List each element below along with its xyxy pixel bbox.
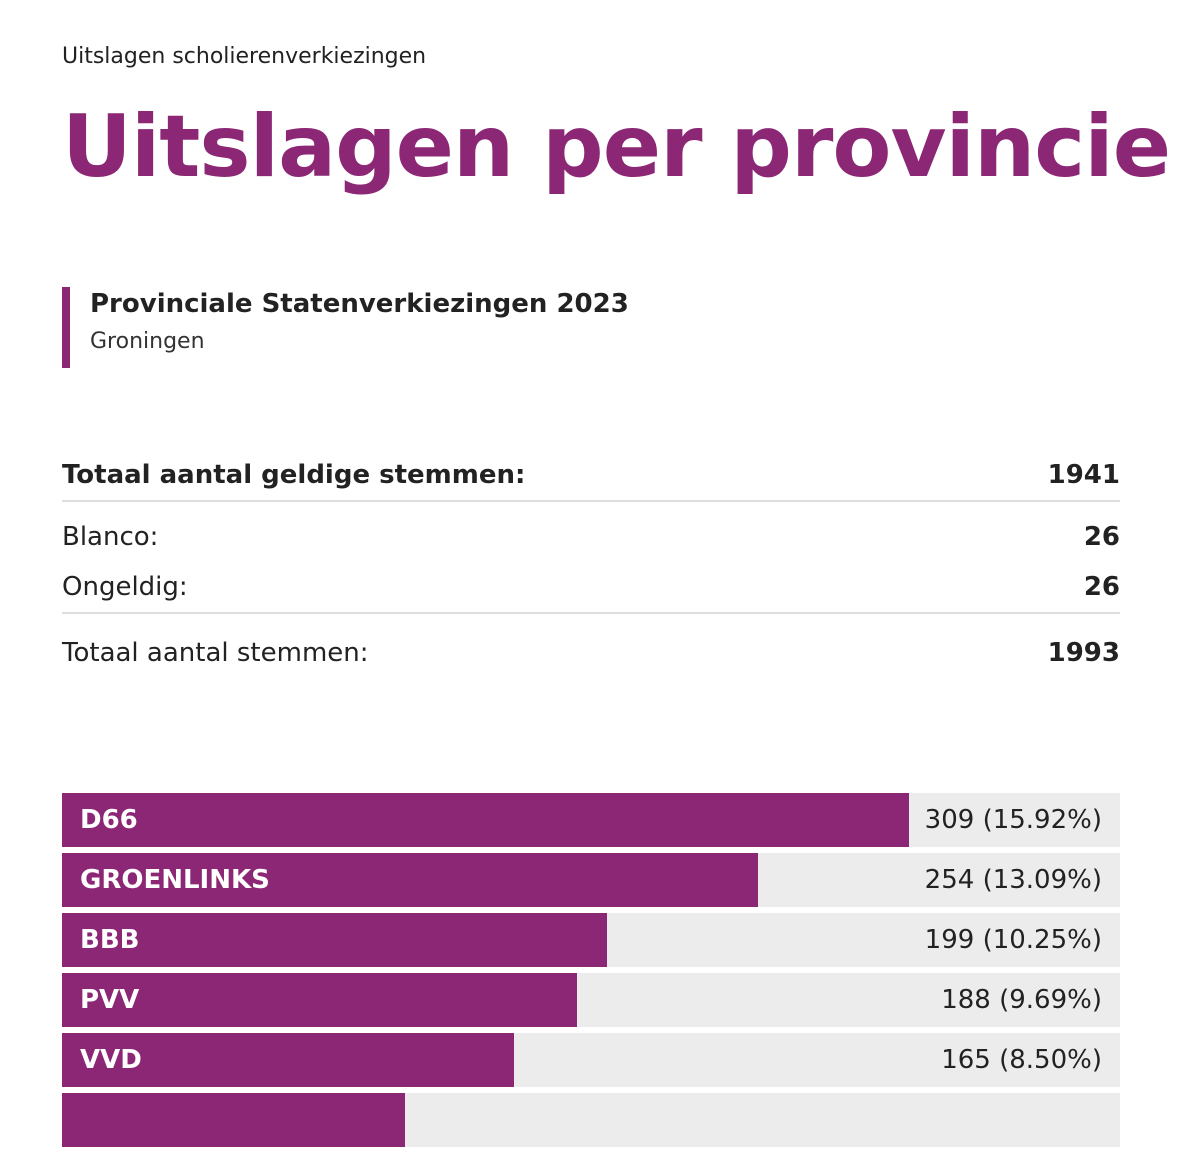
bar-row <box>62 1093 1120 1147</box>
total-votes-row: Totaal aantal stemmen: 1993 <box>62 624 1120 682</box>
bar-row: BBB 199 (10.25%) <box>62 913 1120 967</box>
bar-fill <box>62 1033 514 1087</box>
blank-votes-value: 26 <box>1083 522 1120 552</box>
bar-value-label: 309 (15.92%) <box>924 805 1102 835</box>
bar-fill <box>62 793 909 847</box>
bar-value-label: 188 (9.69%) <box>941 985 1102 1015</box>
election-info: Provinciale Statenverkiezingen 2023 Gron… <box>62 287 629 368</box>
bar-party-label: BBB <box>80 925 140 955</box>
bar-row: GROENLINKS 254 (13.09%) <box>62 853 1120 907</box>
eyebrow-label: Uitslagen scholierenverkiezingen <box>62 44 427 69</box>
bar-value-label: 254 (13.09%) <box>924 865 1102 895</box>
bar-fill <box>62 853 758 907</box>
bar-party-label: VVD <box>80 1045 142 1075</box>
bar-fill <box>62 973 577 1027</box>
divider <box>62 500 1120 502</box>
bar-party-label: D66 <box>80 805 138 835</box>
bar-value-label: 165 (8.50%) <box>941 1045 1102 1075</box>
election-title: Provinciale Statenverkiezingen 2023 <box>90 289 629 319</box>
valid-votes-value: 1941 <box>1047 460 1120 490</box>
election-region: Groningen <box>90 329 205 354</box>
page-title: Uitslagen per provincie <box>62 97 1171 197</box>
vote-totals: Totaal aantal geldige stemmen: 1941 Blan… <box>62 450 1120 682</box>
valid-votes-row: Totaal aantal geldige stemmen: 1941 <box>62 450 1120 500</box>
bar-party-label: PVV <box>80 985 140 1015</box>
divider <box>62 612 1120 614</box>
bar-row: PVV 188 (9.69%) <box>62 973 1120 1027</box>
invalid-votes-value: 26 <box>1083 572 1120 602</box>
bar-party-label: GROENLINKS <box>80 865 270 895</box>
valid-votes-label: Totaal aantal geldige stemmen: <box>62 460 526 490</box>
bar-fill <box>62 1093 405 1147</box>
party-results-chart: D66 309 (15.92%) GROENLINKS 254 (13.09%) BBB… <box>62 793 1120 1153</box>
total-votes-value: 1993 <box>1047 638 1120 668</box>
bar-row: D66 309 (15.92%) <box>62 793 1120 847</box>
bar-row: VVD 165 (8.50%) <box>62 1033 1120 1087</box>
bar-fill <box>62 913 607 967</box>
blank-votes-label: Blanco: <box>62 522 159 552</box>
total-votes-label: Totaal aantal stemmen: <box>62 638 369 668</box>
blank-votes-row: Blanco: 26 <box>62 512 1120 562</box>
bar-value-label: 199 (10.25%) <box>924 925 1102 955</box>
invalid-votes-label: Ongeldig: <box>62 572 188 602</box>
invalid-votes-row: Ongeldig: 26 <box>62 562 1120 612</box>
